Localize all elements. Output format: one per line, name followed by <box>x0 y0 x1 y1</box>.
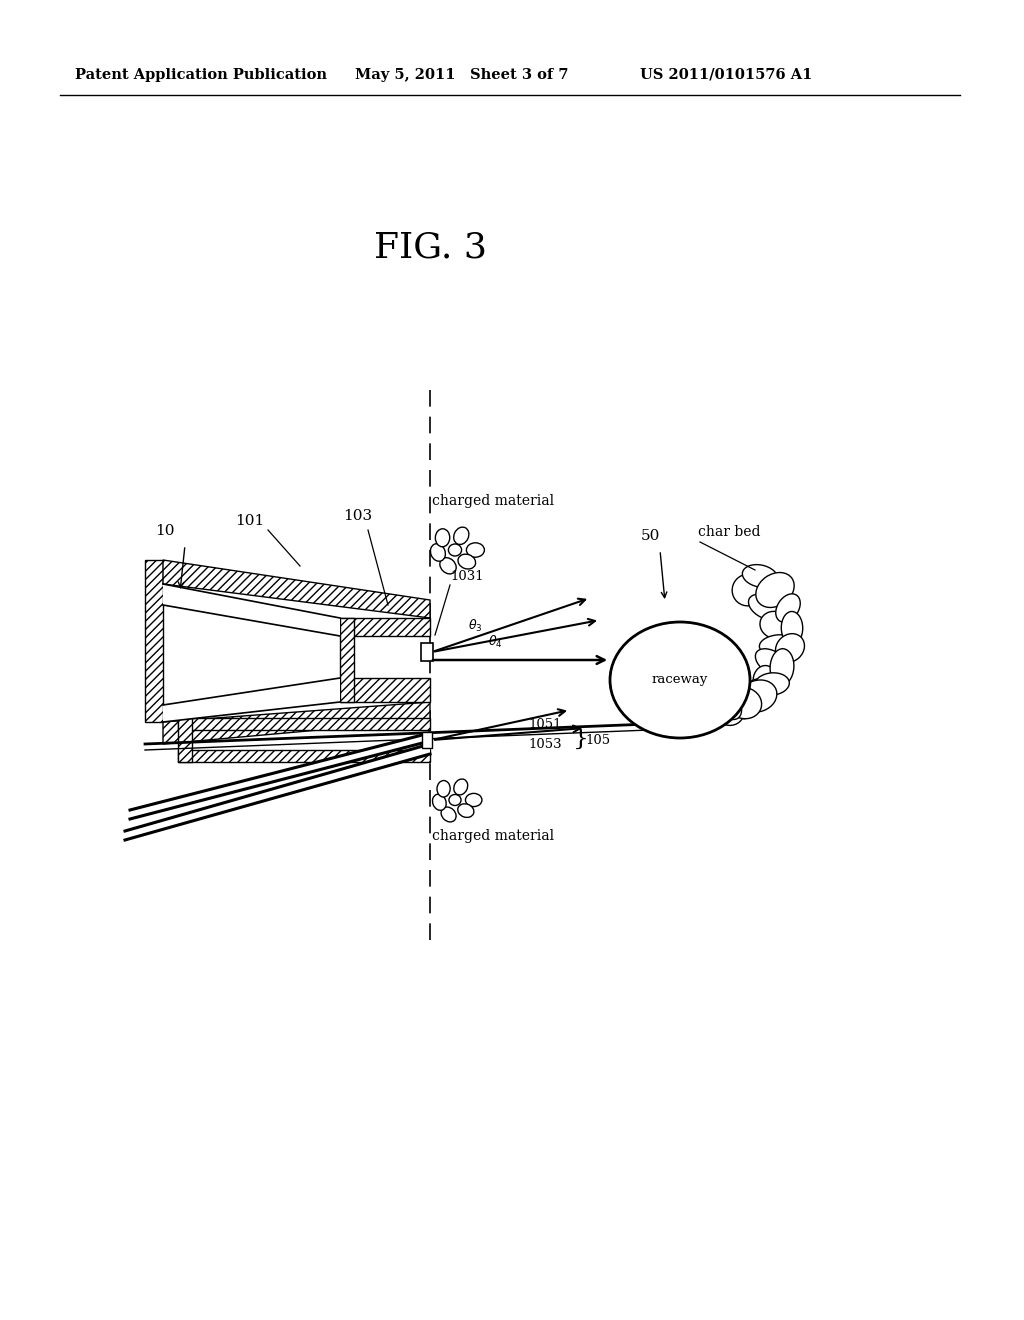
Ellipse shape <box>732 574 764 606</box>
Ellipse shape <box>458 804 474 817</box>
Text: Patent Application Publication: Patent Application Publication <box>75 69 327 82</box>
Ellipse shape <box>437 780 451 797</box>
Text: }: } <box>573 726 589 750</box>
Ellipse shape <box>701 696 731 721</box>
Ellipse shape <box>730 692 755 719</box>
Polygon shape <box>340 618 430 636</box>
Text: charged material: charged material <box>432 494 554 508</box>
Bar <box>422 733 432 748</box>
Polygon shape <box>163 560 430 618</box>
Text: 103: 103 <box>343 510 373 523</box>
Polygon shape <box>178 750 430 762</box>
Ellipse shape <box>739 680 777 711</box>
Ellipse shape <box>755 673 790 696</box>
Ellipse shape <box>466 543 484 557</box>
Polygon shape <box>145 560 163 722</box>
Text: 1031: 1031 <box>450 570 483 583</box>
Text: charged material: charged material <box>432 829 554 843</box>
Ellipse shape <box>458 554 475 569</box>
Polygon shape <box>163 678 340 722</box>
Text: $\theta_3$: $\theta_3$ <box>468 618 482 634</box>
Ellipse shape <box>756 648 791 677</box>
Ellipse shape <box>441 807 456 822</box>
Text: 1051: 1051 <box>528 718 561 731</box>
Bar <box>421 643 433 661</box>
Ellipse shape <box>712 694 744 726</box>
Ellipse shape <box>770 648 794 685</box>
Text: char bed: char bed <box>698 525 761 539</box>
Text: 50: 50 <box>640 529 659 543</box>
Text: FIG. 3: FIG. 3 <box>374 230 486 264</box>
Polygon shape <box>163 702 430 744</box>
Ellipse shape <box>776 594 800 622</box>
Ellipse shape <box>435 529 450 546</box>
Text: US 2011/0101576 A1: US 2011/0101576 A1 <box>640 69 812 82</box>
Text: Sheet 3 of 7: Sheet 3 of 7 <box>470 69 568 82</box>
Polygon shape <box>125 744 430 840</box>
Ellipse shape <box>775 634 805 663</box>
Ellipse shape <box>454 527 469 544</box>
Text: $\theta_4$: $\theta_4$ <box>488 634 503 651</box>
Ellipse shape <box>726 688 762 718</box>
Ellipse shape <box>742 565 777 587</box>
Ellipse shape <box>760 635 797 655</box>
Ellipse shape <box>466 793 482 807</box>
Ellipse shape <box>756 573 795 607</box>
Ellipse shape <box>742 678 767 711</box>
Polygon shape <box>178 718 193 762</box>
Ellipse shape <box>781 611 803 644</box>
Text: 10: 10 <box>156 524 175 539</box>
Polygon shape <box>340 678 430 702</box>
Ellipse shape <box>440 557 457 574</box>
Polygon shape <box>130 733 430 818</box>
Ellipse shape <box>719 693 741 719</box>
Text: May 5, 2011: May 5, 2011 <box>355 69 456 82</box>
Ellipse shape <box>610 622 750 738</box>
Ellipse shape <box>760 611 791 639</box>
Ellipse shape <box>430 544 445 561</box>
Ellipse shape <box>695 698 729 726</box>
Ellipse shape <box>754 665 777 694</box>
Ellipse shape <box>454 779 468 795</box>
Polygon shape <box>163 583 340 636</box>
Text: 105: 105 <box>585 734 610 747</box>
Text: 101: 101 <box>236 513 264 528</box>
Polygon shape <box>178 718 430 730</box>
Polygon shape <box>340 618 354 702</box>
Ellipse shape <box>432 795 446 810</box>
Ellipse shape <box>449 795 461 805</box>
Ellipse shape <box>749 594 781 620</box>
Ellipse shape <box>449 544 462 556</box>
Text: raceway: raceway <box>652 673 709 686</box>
Text: 1053: 1053 <box>528 738 561 751</box>
